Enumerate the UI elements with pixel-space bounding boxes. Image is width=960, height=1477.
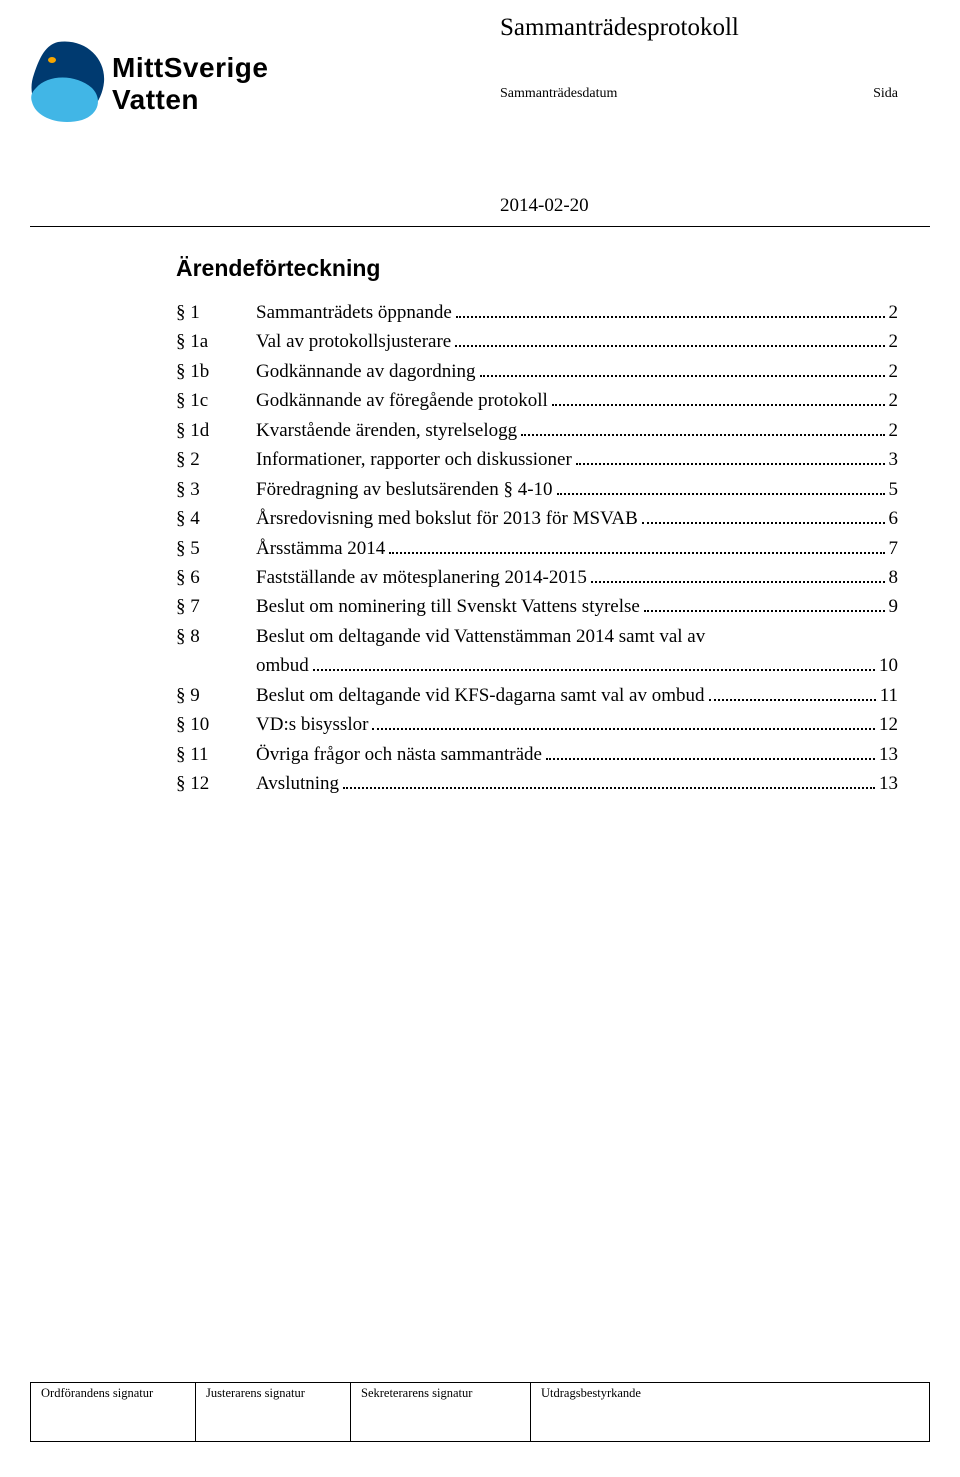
toc-entry: § 2Informationer, rapporter och diskussi… bbox=[176, 445, 898, 474]
toc-entry: § 11Övriga frågor och nästa sammanträde 1… bbox=[176, 740, 898, 769]
toc-page: 2 bbox=[889, 357, 899, 386]
toc-leader-dots bbox=[546, 747, 875, 759]
toc-page: 7 bbox=[889, 534, 899, 563]
toc-page: 2 bbox=[889, 416, 899, 445]
toc-key: § 10 bbox=[176, 710, 256, 739]
toc-page: 5 bbox=[889, 475, 899, 504]
toc-key: § 9 bbox=[176, 681, 256, 710]
toc-text: Övriga frågor och nästa sammanträde bbox=[256, 740, 542, 769]
signature-excerpt: Utdragsbestyrkande bbox=[531, 1383, 929, 1441]
logo-icon bbox=[30, 40, 106, 126]
toc-text: Beslut om deltagande vid KFS-dagarna sam… bbox=[256, 681, 705, 710]
toc-leader-dots bbox=[343, 777, 875, 789]
toc-text: Godkännande av dagordning bbox=[256, 357, 476, 386]
toc-leader-dots bbox=[557, 482, 885, 494]
toc-entry: § 1bGodkännande av dagordning 2 bbox=[176, 357, 898, 386]
toc-key: § 1c bbox=[176, 386, 256, 415]
toc-entry: § 1Sammanträdets öppnande 2 bbox=[176, 298, 898, 327]
meeting-date: 2014-02-20 bbox=[500, 195, 589, 217]
toc-entry: § 8Beslut om deltagande vid Vattenstämma… bbox=[176, 622, 898, 651]
signature-secretary: Sekreterarens signatur bbox=[351, 1383, 531, 1441]
toc-entry: § 1aVal av protokollsjusterare 2 bbox=[176, 327, 898, 356]
toc-text: ombud bbox=[256, 651, 309, 680]
signature-adjuster: Justerarens signatur bbox=[196, 1383, 351, 1441]
toc-text: Föredragning av beslutsärenden § 4-10 bbox=[256, 475, 553, 504]
toc-key: § 8 bbox=[176, 622, 256, 651]
toc-page: 12 bbox=[879, 710, 898, 739]
table-of-contents: § 1Sammanträdets öppnande2§ 1aVal av pro… bbox=[176, 298, 898, 798]
toc-entry-continuation: ombud 10 bbox=[176, 651, 898, 680]
toc-text: Beslut om deltagande vid Vattenstämman 2… bbox=[256, 622, 705, 651]
toc-entry: § 5Årsstämma 2014 7 bbox=[176, 534, 898, 563]
toc-page: 6 bbox=[889, 504, 899, 533]
toc-page: 9 bbox=[889, 592, 899, 621]
toc-page: 2 bbox=[889, 386, 899, 415]
document-title: Sammanträdesprotokoll bbox=[500, 14, 739, 42]
toc-leader-dots bbox=[455, 335, 884, 347]
logo-text-line1: MittSverige bbox=[112, 52, 268, 84]
toc-key: § 1 bbox=[176, 298, 256, 327]
toc-leader-dots bbox=[642, 512, 885, 524]
toc-leader-dots bbox=[644, 600, 885, 612]
toc-leader-dots bbox=[456, 306, 885, 318]
toc-entry: § 12Avslutning 13 bbox=[176, 769, 898, 798]
toc-key: § 4 bbox=[176, 504, 256, 533]
toc-key: § 2 bbox=[176, 445, 256, 474]
toc-text: Val av protokollsjusterare bbox=[256, 327, 451, 356]
logo-text-line2: Vatten bbox=[112, 84, 199, 116]
toc-entry: § 4Årsredovisning med bokslut för 2013 f… bbox=[176, 504, 898, 533]
toc-text: Avslutning bbox=[256, 769, 339, 798]
toc-text: Fastställande av mötesplanering 2014-201… bbox=[256, 563, 587, 592]
toc-leader-dots bbox=[591, 571, 885, 583]
toc-entry: § 1dKvarstående ärenden, styrelselogg 2 bbox=[176, 416, 898, 445]
toc-page: 3 bbox=[889, 445, 899, 474]
toc-key: § 3 bbox=[176, 475, 256, 504]
toc-page: 2 bbox=[889, 327, 899, 356]
toc-key: § 11 bbox=[176, 740, 256, 769]
toc-page: 13 bbox=[879, 740, 898, 769]
toc-heading: Ärendeförteckning bbox=[176, 255, 898, 282]
toc-key: § 5 bbox=[176, 534, 256, 563]
toc-text: Beslut om nominering till Svenskt Vatten… bbox=[256, 592, 640, 621]
meta-date-label: Sammanträdesdatum bbox=[500, 86, 617, 102]
toc-page: 2 bbox=[889, 298, 899, 327]
toc-entry: § 7Beslut om nominering till Svenskt Vat… bbox=[176, 592, 898, 621]
toc-entry: § 3Föredragning av beslutsärenden § 4-10… bbox=[176, 475, 898, 504]
toc-leader-dots bbox=[709, 688, 876, 700]
toc-leader-dots bbox=[313, 659, 875, 671]
toc-key: § 6 bbox=[176, 563, 256, 592]
toc-text: Informationer, rapporter och diskussione… bbox=[256, 445, 572, 474]
toc-page: 11 bbox=[880, 681, 898, 710]
toc-leader-dots bbox=[389, 541, 884, 553]
toc-leader-dots bbox=[372, 718, 875, 730]
signature-box: Ordförandens signatur Justerarens signat… bbox=[30, 1382, 930, 1442]
toc-text: Årsredovisning med bokslut för 2013 för … bbox=[256, 504, 638, 533]
toc-key: § 1a bbox=[176, 327, 256, 356]
toc-entry: § 6Fastställande av mötesplanering 2014-… bbox=[176, 563, 898, 592]
toc-page: 8 bbox=[889, 563, 899, 592]
toc-text: Kvarstående ärenden, styrelselogg bbox=[256, 416, 517, 445]
meta-page-label: Sida bbox=[873, 86, 898, 102]
toc-text: Godkännande av föregående protokoll bbox=[256, 386, 548, 415]
toc-page: 13 bbox=[879, 769, 898, 798]
toc-page: 10 bbox=[879, 651, 898, 680]
toc-entry: § 9Beslut om deltagande vid KFS-dagarna … bbox=[176, 681, 898, 710]
toc-key: § 1b bbox=[176, 357, 256, 386]
toc-key: § 7 bbox=[176, 592, 256, 621]
toc-key: § 12 bbox=[176, 769, 256, 798]
toc-text: VD:s bisysslor bbox=[256, 710, 368, 739]
header-rule bbox=[30, 226, 930, 227]
toc-entry: § 1cGodkännande av föregående protokoll 2 bbox=[176, 386, 898, 415]
toc-key: § 1d bbox=[176, 416, 256, 445]
toc-entry: § 10VD:s bisysslor 12 bbox=[176, 710, 898, 739]
toc-text: Sammanträdets öppnande bbox=[256, 298, 452, 327]
logo: MittSverige Vatten bbox=[30, 40, 330, 140]
toc-text: Årsstämma 2014 bbox=[256, 534, 385, 563]
toc-leader-dots bbox=[576, 453, 885, 465]
toc-leader-dots bbox=[480, 365, 885, 377]
signature-chair: Ordförandens signatur bbox=[31, 1383, 196, 1441]
toc-leader-dots bbox=[521, 423, 884, 435]
toc-leader-dots bbox=[552, 394, 885, 406]
